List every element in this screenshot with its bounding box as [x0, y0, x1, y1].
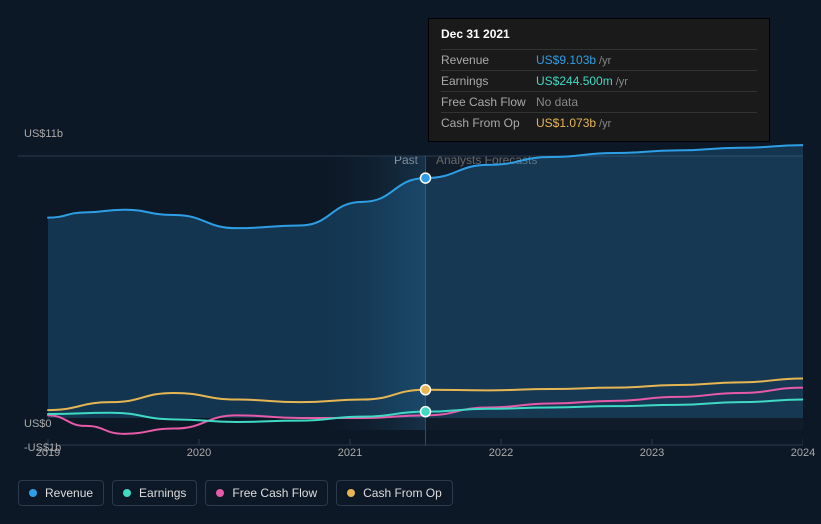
legend-dot-icon	[347, 489, 355, 497]
legend-item-cash-from-op[interactable]: Cash From Op	[336, 480, 453, 506]
chart-svg	[18, 128, 803, 446]
x-axis-label: 2024	[791, 447, 815, 459]
x-axis-label: 2020	[187, 447, 211, 459]
x-axis-label: 2022	[489, 447, 513, 459]
tooltip-metric-label: Earnings	[441, 74, 536, 88]
tooltip-row: EarningsUS$244.500m/yr	[441, 70, 757, 91]
tooltip-metric-value: US$9.103b	[536, 53, 596, 67]
legend-label: Free Cash Flow	[232, 486, 317, 500]
tooltip-row: RevenueUS$9.103b/yr	[441, 49, 757, 70]
tooltip-metric-label: Free Cash Flow	[441, 95, 536, 109]
plot-area[interactable]: US$11bUS$0-US$1b	[18, 128, 803, 446]
legend-label: Earnings	[139, 486, 186, 500]
legend-label: Cash From Op	[363, 486, 442, 500]
legend-dot-icon	[216, 489, 224, 497]
legend-dot-icon	[123, 489, 131, 497]
x-axis-label: 2023	[640, 447, 664, 459]
x-axis-label: 2019	[36, 447, 60, 459]
tooltip-row: Cash From OpUS$1.073b/yr	[441, 112, 757, 133]
tooltip-metric-value: US$1.073b	[536, 116, 596, 130]
x-axis-label: 2021	[338, 447, 362, 459]
tooltip-suffix: /yr	[616, 76, 628, 88]
tooltip-metric-value: US$244.500m	[536, 74, 613, 88]
tooltip-metric-label: Revenue	[441, 53, 536, 67]
financial-chart: Dec 31 2021 RevenueUS$9.103b/yrEarningsU…	[18, 18, 803, 506]
chart-tooltip: Dec 31 2021 RevenueUS$9.103b/yrEarningsU…	[428, 18, 770, 142]
x-axis: 201920202021202220232024	[48, 447, 803, 461]
y-axis-label: US$0	[24, 418, 52, 430]
legend-item-revenue[interactable]: Revenue	[18, 480, 104, 506]
legend-item-free-cash-flow[interactable]: Free Cash Flow	[205, 480, 328, 506]
tooltip-metric-label: Cash From Op	[441, 116, 536, 130]
chart-legend: Revenue Earnings Free Cash Flow Cash From O…	[18, 480, 453, 506]
tooltip-suffix: /yr	[599, 55, 611, 67]
y-axis-label: US$11b	[24, 128, 63, 140]
tooltip-row: Free Cash FlowNo data	[441, 91, 757, 112]
tooltip-date: Dec 31 2021	[441, 27, 757, 45]
tooltip-suffix: /yr	[599, 118, 611, 130]
tooltip-metric-value: No data	[536, 95, 578, 109]
legend-label: Revenue	[45, 486, 93, 500]
legend-dot-icon	[29, 489, 37, 497]
legend-item-earnings[interactable]: Earnings	[112, 480, 197, 506]
